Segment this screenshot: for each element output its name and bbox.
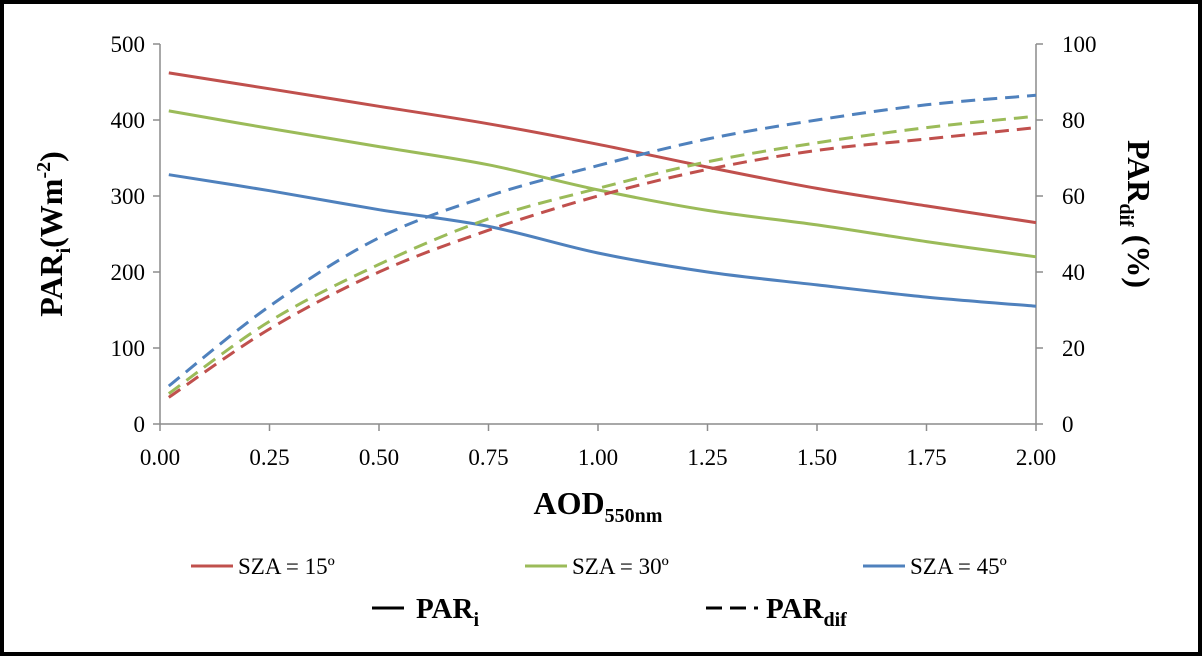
y-right-tick-label: 20 — [1062, 336, 1085, 361]
series-line-pardif-30 — [167, 114, 1037, 395]
x-axis-title: AOD550nm — [534, 485, 663, 527]
y-right-axis-title: PARdif (%) — [1115, 140, 1157, 288]
x-tick-label: 1.75 — [906, 445, 946, 470]
legend-label-pardif: PARdif — [766, 593, 847, 631]
x-tick-label: 1.50 — [797, 445, 837, 470]
y-left-tick-label: 300 — [111, 184, 146, 209]
y-right-tick-label: 100 — [1062, 32, 1097, 57]
legend-label-pari: PARi — [416, 593, 479, 631]
y-left-tick-label: 200 — [111, 260, 146, 285]
tick-labels: 0.00 0.25 0.50 0.75 1.00 1.25 1.50 1.75 2.000100… — [111, 32, 1097, 470]
series-line-pari-45 — [168, 173, 1037, 308]
legend-label-sza15: SZA = 15º — [238, 554, 335, 579]
x-tick-label: 2.00 — [1016, 445, 1056, 470]
legend-label-sza30: SZA = 30º — [572, 554, 669, 579]
x-tick-label: 0.50 — [359, 445, 399, 470]
x-tick-label: 0.00 — [140, 445, 180, 470]
series-line-pari-15 — [168, 71, 1037, 225]
x-tick-label: 0.25 — [249, 445, 289, 470]
series-line-pari-30 — [168, 109, 1037, 259]
legend-label-sza45: SZA = 45º — [910, 554, 1007, 579]
y-right-tick-label: 80 — [1062, 108, 1085, 133]
series-line-pardif-15 — [167, 126, 1037, 399]
legend: SZA = 15º SZA = 30º SZA = 45º PARi PARdi… — [191, 554, 1007, 631]
y-left-axis-title: PARi(Wm-2) — [33, 151, 75, 317]
x-tick-label: 1.25 — [687, 445, 727, 470]
x-tick-label: 0.75 — [468, 445, 508, 470]
y-right-tick-label: 0 — [1062, 412, 1074, 437]
series-line-pardif-45 — [167, 93, 1037, 388]
series-layer — [167, 71, 1037, 399]
y-left-tick-label: 400 — [111, 108, 146, 133]
x-tick-label: 1.00 — [578, 445, 618, 470]
y-left-tick-label: 500 — [111, 32, 146, 57]
ticks — [153, 43, 1043, 431]
y-right-tick-label: 40 — [1062, 260, 1085, 285]
y-left-tick-label: 100 — [111, 336, 146, 361]
y-right-tick-label: 60 — [1062, 184, 1085, 209]
y-left-tick-label: 0 — [134, 412, 146, 437]
